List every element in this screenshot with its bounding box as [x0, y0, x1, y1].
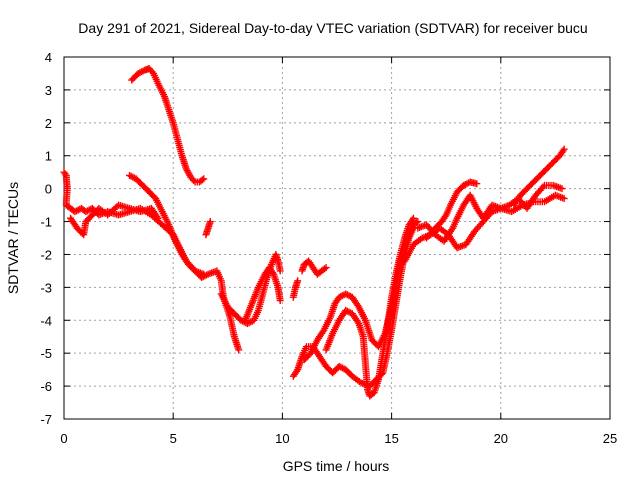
x-tick-label: 15	[384, 431, 398, 446]
series-seg3	[126, 171, 243, 354]
data-point	[560, 145, 568, 153]
data-points	[60, 65, 568, 400]
data-point	[414, 218, 422, 226]
y-tick-label: -2	[40, 247, 52, 262]
data-point	[200, 175, 208, 183]
data-point	[558, 185, 566, 193]
data-point	[345, 308, 353, 316]
data-point	[198, 176, 206, 184]
axis-ticks	[63, 56, 611, 420]
series-seg15	[423, 178, 481, 242]
x-axis-title: GPS time / hours	[283, 458, 390, 474]
series-seg12	[322, 214, 417, 400]
x-tick-label: 20	[494, 431, 508, 446]
data-point	[206, 218, 214, 226]
data-point	[276, 267, 284, 275]
data-point	[294, 277, 302, 285]
y-tick-label: -3	[40, 280, 52, 295]
data-point	[154, 214, 162, 222]
data-point	[276, 297, 284, 305]
series-seg2	[67, 201, 162, 239]
data-point	[412, 219, 420, 227]
series-seg9	[298, 257, 330, 278]
data-point	[409, 214, 417, 222]
grid-lines	[64, 57, 610, 419]
data-point	[345, 292, 353, 300]
data-point	[338, 292, 346, 300]
y-axis-title: SDTVAR / TECUs	[5, 182, 21, 294]
x-tick-label: 5	[170, 431, 177, 446]
x-tick-labels: 0 5 10 15 20 25	[60, 431, 617, 446]
series-seg7	[241, 264, 284, 324]
y-tick-label: 0	[45, 182, 52, 197]
y-tick-label: -7	[40, 412, 52, 427]
y-tick-label: -4	[40, 313, 52, 328]
y-tick-label: 2	[45, 116, 52, 131]
series-seg8	[289, 277, 302, 301]
data-point	[322, 264, 330, 272]
series-seg5	[202, 218, 214, 239]
series-seg14	[414, 181, 566, 245]
series-seg4	[128, 65, 208, 186]
y-tick-label: -5	[40, 346, 52, 361]
x-tick-label: 10	[275, 431, 289, 446]
x-tick-label: 0	[60, 431, 67, 446]
y-tick-label: -1	[40, 215, 52, 230]
data-point	[247, 318, 255, 326]
data-point	[235, 346, 243, 354]
series-seg10	[289, 224, 417, 390]
data-point	[560, 195, 568, 203]
y-tick-label: 4	[45, 50, 52, 65]
data-point	[61, 170, 69, 178]
y-tick-label: 3	[45, 83, 52, 98]
chart-title: Day 291 of 2021, Sidereal Day-to-day VTE…	[78, 20, 587, 36]
y-tick-labels: -7 -6 -5 -4 -3 -2 -1 0 1 2 3 4	[40, 50, 52, 427]
plot-frame	[63, 56, 611, 420]
series-seg16	[510, 145, 568, 209]
y-tick-label: 1	[45, 149, 52, 164]
data-point	[321, 265, 329, 273]
data-point	[473, 180, 481, 188]
x-tick-label: 25	[603, 431, 617, 446]
y-tick-label: -6	[40, 379, 52, 394]
